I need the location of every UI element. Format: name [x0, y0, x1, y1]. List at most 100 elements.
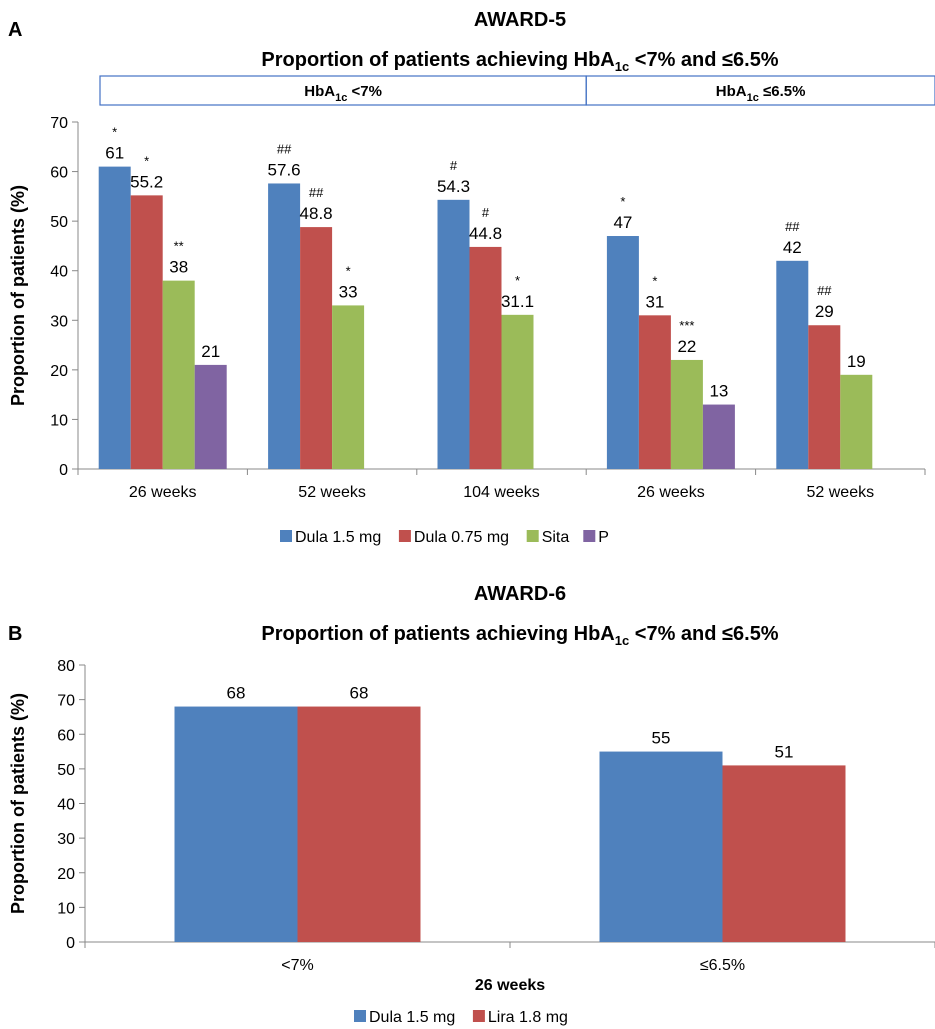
y-tick-label: 40: [50, 264, 68, 281]
legend-swatch: [354, 1010, 366, 1022]
x-tick-label: 26 weeks: [129, 484, 197, 501]
data-label: 51: [775, 742, 794, 761]
panel-a-letter: A: [8, 19, 22, 41]
chart-b-title: AWARD-6: [474, 583, 566, 605]
text-part: HbA: [716, 83, 747, 100]
y-axis-label: Proportion of patients (%): [8, 693, 28, 914]
bar: [702, 404, 735, 469]
y-tick-label: 80: [57, 658, 75, 675]
text-subscript: 1c: [747, 92, 759, 104]
data-label: 31.1: [501, 292, 534, 311]
bar: [162, 280, 195, 469]
y-tick-label: 20: [50, 363, 68, 380]
significance-marker: #: [482, 205, 490, 220]
legend-entry: Sita: [542, 529, 570, 546]
text-part: <7%: [347, 83, 382, 100]
x-tick-label: <7%: [281, 957, 313, 974]
text-subscript: 1c: [615, 633, 629, 648]
legend-swatch: [472, 1010, 485, 1022]
y-tick-label: 50: [50, 214, 68, 231]
chart-a-legend: Dula 1.5 mg Dula 0.75 mg Sita P: [280, 529, 609, 546]
y-tick-label: 0: [59, 462, 68, 479]
bar: [469, 246, 502, 469]
data-label: 42: [783, 238, 802, 257]
data-label: 47: [613, 213, 632, 232]
significance-marker: *: [620, 194, 625, 209]
bar: [297, 706, 421, 942]
legend-entry: P: [598, 529, 609, 546]
significance-marker: ##: [309, 185, 324, 200]
y-tick-label: 30: [50, 313, 68, 330]
legend-entry: Dula 1.5 mg: [295, 529, 381, 546]
y-tick-label: 30: [57, 831, 75, 848]
significance-marker: **: [174, 239, 184, 254]
group-label: HbA1c ≤6.5%: [716, 83, 806, 104]
bar: [130, 195, 163, 469]
text-subscript: 1c: [335, 92, 347, 104]
y-tick-label: 60: [50, 165, 68, 182]
chart-a-title: AWARD-5: [474, 9, 566, 31]
bar: [638, 315, 671, 469]
legend-entry: Dula 0.75 mg: [414, 529, 509, 546]
data-label: 55.2: [130, 172, 163, 191]
x-tick-label: 26 weeks: [637, 484, 705, 501]
significance-marker: *: [112, 125, 117, 140]
data-label: 31: [645, 292, 664, 311]
y-tick-label: 10: [57, 900, 75, 917]
significance-marker: *: [515, 273, 520, 288]
text-subscript: 1c: [615, 59, 629, 74]
significance-marker: ##: [785, 219, 800, 234]
bar: [808, 325, 841, 469]
text-part: HbA: [304, 83, 335, 100]
bar: [174, 706, 298, 942]
y-tick-label: 0: [66, 935, 75, 952]
x-tick-label: 52 weeks: [298, 484, 366, 501]
y-tick-label: 20: [57, 866, 75, 883]
data-label: 54.3: [437, 177, 470, 196]
group-label: HbA1c <7%: [304, 83, 382, 104]
data-label: 29: [815, 302, 834, 321]
bar: [332, 305, 365, 469]
data-label: 61: [105, 144, 124, 163]
significance-marker: *: [144, 153, 149, 168]
y-axis-label: Proportion of patients (%): [8, 185, 28, 406]
data-label: 57.6: [268, 160, 301, 179]
chart-b: 0 10 20 30 40 50 60 70 80 Proportion of patients …: [8, 658, 935, 994]
significance-marker: ##: [817, 283, 832, 298]
text-part: <7% and ≤6.5%: [629, 623, 779, 645]
y-tick-label: 70: [57, 693, 75, 710]
significance-marker: #: [450, 158, 458, 173]
group-box: [585, 75, 935, 106]
bar: [98, 166, 131, 469]
bar: [599, 751, 723, 942]
data-label: 48.8: [300, 204, 333, 223]
bar: [722, 765, 846, 942]
data-label: 22: [677, 337, 696, 356]
data-label: 68: [350, 684, 369, 703]
legend-entry: Dula 1.5 mg: [369, 1009, 455, 1026]
bar: [840, 374, 873, 469]
bar: [606, 236, 639, 469]
bar: [300, 227, 333, 469]
legend-entry: Lira 1.8 mg: [488, 1009, 568, 1026]
data-label: 13: [709, 382, 728, 401]
y-tick-label: 40: [57, 797, 75, 814]
significance-marker: *: [346, 263, 351, 278]
chart-b-subtitle: Proportion of patients achieving HbA1c <…: [261, 623, 778, 648]
y-tick-label: 50: [57, 762, 75, 779]
legend-swatch: [280, 530, 292, 542]
y-tick-label: 10: [50, 412, 68, 429]
y-tick-label: 70: [50, 115, 68, 132]
data-label: 68: [227, 684, 246, 703]
text-part: ≤6.5%: [759, 83, 806, 100]
data-label: 44.8: [469, 224, 502, 243]
bar: [194, 364, 227, 469]
data-label: 55: [652, 729, 671, 748]
text-part: <7% and ≤6.5%: [629, 49, 779, 71]
chart-a: 0 10 20 30 40 50 60 70 Proportion of patients (%…: [8, 75, 935, 501]
panel-b-letter: B: [8, 623, 22, 645]
legend-swatch: [526, 530, 539, 542]
text-part: Proportion of patients achieving HbA: [261, 49, 614, 71]
x-tick-label: 52 weeks: [807, 484, 875, 501]
